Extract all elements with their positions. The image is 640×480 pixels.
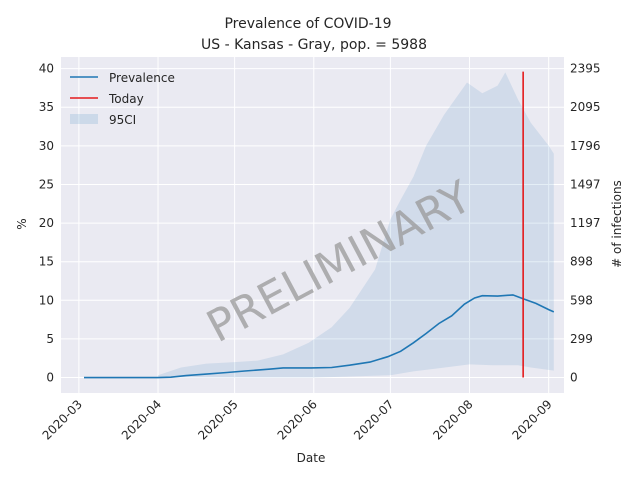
y-right-tick-label: 598 bbox=[570, 293, 593, 307]
ci-band bbox=[158, 72, 554, 378]
y-tick-label: 30 bbox=[39, 139, 54, 153]
x-tick-label: 2020-05 bbox=[195, 397, 240, 442]
y-right-tick-label: 2395 bbox=[570, 62, 601, 76]
y-axis-title: % bbox=[15, 218, 29, 229]
x-tick-label: 2020-03 bbox=[40, 397, 85, 442]
legend-today-label: Today bbox=[108, 92, 144, 106]
y-tick-label: 25 bbox=[39, 177, 54, 191]
y-tick-label: 15 bbox=[39, 255, 54, 269]
legend-ci-swatch bbox=[70, 114, 98, 124]
y-tick-label: 0 bbox=[46, 371, 54, 385]
x-tick-label: 2020-06 bbox=[275, 397, 320, 442]
x-tick-label: 2020-04 bbox=[119, 397, 164, 442]
y-right-tick-label: 0 bbox=[570, 371, 578, 385]
y-right-tick-label: 1497 bbox=[570, 177, 601, 191]
prevalence-line bbox=[84, 294, 555, 379]
y-right-tick-label: 898 bbox=[570, 255, 593, 269]
y-tick-label: 35 bbox=[39, 100, 54, 114]
gridlines bbox=[61, 57, 564, 393]
x-axis-title: Date bbox=[297, 451, 326, 465]
y-right-tick-label: 1796 bbox=[570, 139, 601, 153]
x-tick-label: 2020-08 bbox=[430, 397, 475, 442]
y-right-tick-label: 299 bbox=[570, 332, 593, 346]
y-tick-label: 40 bbox=[39, 62, 54, 76]
x-tick-label: 2020-07 bbox=[351, 397, 396, 442]
legend-ci-label: 95CI bbox=[109, 113, 136, 127]
legend: Prevalence Today 95CI bbox=[70, 71, 175, 127]
chart-subtitle: US - Kansas - Gray, pop. = 5988 bbox=[201, 37, 427, 53]
legend-prevalence-label: Prevalence bbox=[109, 71, 175, 85]
y-right-tick-label: 2095 bbox=[570, 100, 601, 114]
y-tick-label: 5 bbox=[46, 332, 54, 346]
y-right-axis-title: # of infections bbox=[610, 180, 624, 268]
y-tick-label: 20 bbox=[39, 216, 54, 230]
plot-background bbox=[61, 57, 564, 393]
chart-title: Prevalence of COVID-19 bbox=[224, 16, 391, 32]
y-tick-label: 10 bbox=[39, 293, 54, 307]
x-tick-label: 2020-09 bbox=[509, 397, 554, 442]
y-right-tick-label: 1197 bbox=[570, 216, 601, 230]
